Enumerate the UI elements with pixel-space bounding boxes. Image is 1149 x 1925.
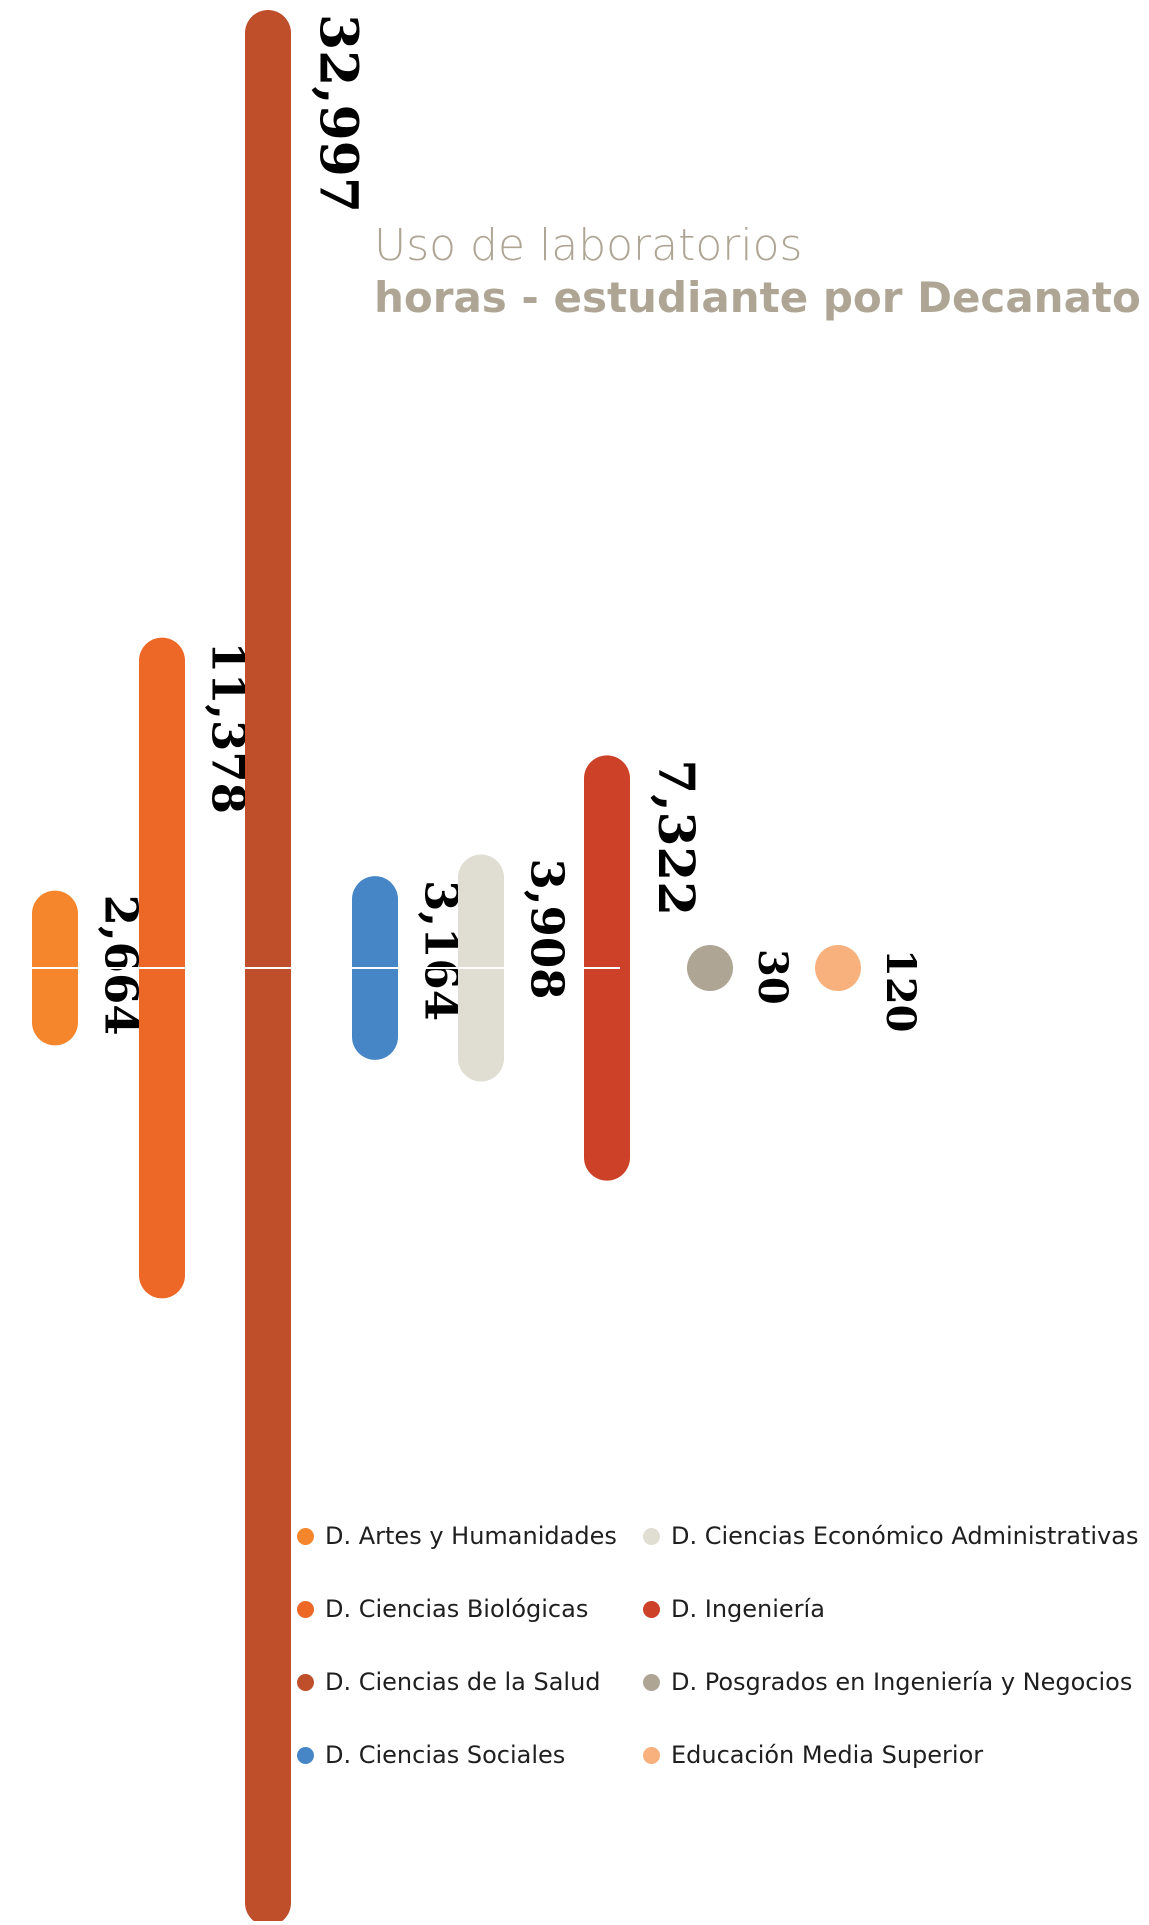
bar-8 [815,945,861,991]
bar-value-label-7: 30 [749,949,796,1005]
bar-value-label-3: 32,997 [308,14,369,213]
chart-title: Uso de laboratorios horas - estudiante p… [374,220,1141,324]
legend-label: D. Artes y Humanidades [325,1522,617,1550]
legend-item: Educación Media Superior [643,1737,983,1773]
legend-label: D. Ciencias de la Salud [325,1668,601,1696]
chart-title-sub: horas - estudiante por Decanato [374,273,1141,322]
bar-value-label-8: 120 [877,949,924,1033]
legend-dot [297,1600,314,1618]
legend-label: D. Ciencias Sociales [325,1741,566,1769]
bar-7 [687,945,733,991]
bar-value-label-1: 2,664 [95,895,148,1036]
legend-dot [297,1746,314,1764]
legend-item: D. Ciencias Sociales [297,1737,565,1773]
chart-title-main: Uso de laboratorios [374,220,803,271]
legend-label: D. Ciencias Biológicas [325,1595,589,1623]
legend-label: D. Posgrados en Ingeniería y Negocios [671,1668,1133,1696]
legend-item: D. Posgrados en Ingeniería y Negocios [643,1664,1132,1700]
legend-dot [643,1527,660,1545]
bar-3 [245,10,291,1925]
legend-dot [643,1673,660,1691]
legend-label: D. Ciencias Económico Administrativas [671,1522,1139,1550]
legend-label: Educación Media Superior [671,1741,984,1769]
legend-dot [297,1527,314,1545]
legend-item: D. Artes y Humanidades [297,1518,617,1554]
legend-dot [643,1746,660,1764]
legend-dot [297,1673,314,1691]
legend-item: D. Ciencias Biológicas [297,1591,588,1627]
bar-value-label-5: 3,908 [521,859,574,1000]
bar-value-label-6: 7,322 [647,759,706,916]
legend-dot [643,1600,660,1618]
legend-item: D. Ciencias Económico Administrativas [643,1518,1138,1554]
legend-label: D. Ingeniería [671,1595,825,1623]
legend-item: D. Ciencias de la Salud [297,1664,601,1700]
legend-item: D. Ingeniería [643,1591,825,1627]
